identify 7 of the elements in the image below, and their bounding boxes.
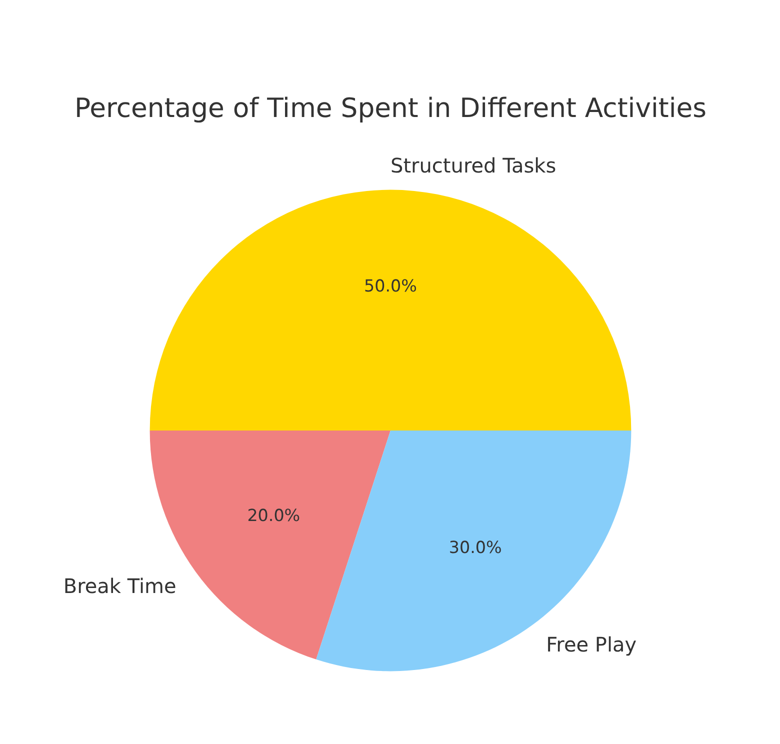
slice-label: Break Time [63,574,176,598]
slice-label: Structured Tasks [390,154,556,178]
slice-label: Free Play [546,632,637,657]
data-label: 50.0% [364,276,417,296]
data-label: 20.0% [247,506,300,525]
chart-title: Percentage of Time Spent in Different Activities [74,93,707,124]
data-label: 30.0% [448,538,502,557]
